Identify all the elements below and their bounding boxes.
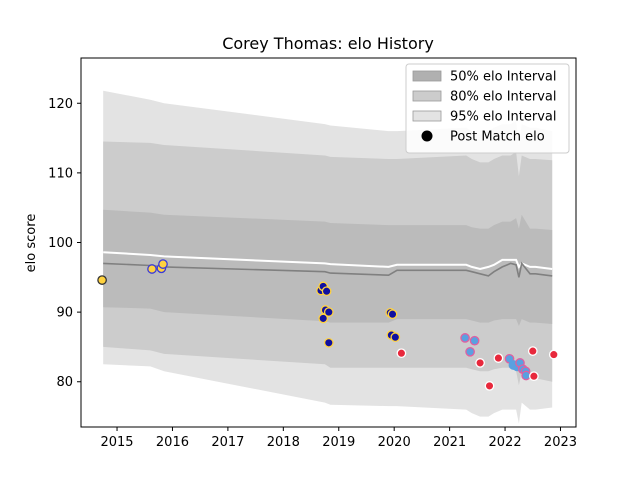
post-match-elo-point xyxy=(321,286,332,297)
y-tick-label: 100 xyxy=(48,236,73,251)
post-match-elo-point xyxy=(323,337,334,348)
post-match-elo-point xyxy=(493,353,504,363)
post-match-elo-point xyxy=(548,349,559,360)
y-tick-label: 110 xyxy=(48,166,73,181)
x-tick-label: 2016 xyxy=(156,435,189,450)
post-match-elo-point xyxy=(390,332,401,343)
legend-label: 50% elo Interval xyxy=(450,70,557,85)
post-match-elo-point xyxy=(521,370,531,381)
legend-swatch xyxy=(412,90,442,102)
x-tick-label: 2023 xyxy=(544,435,577,450)
x-tick-label: 2020 xyxy=(378,435,411,450)
legend-swatch xyxy=(412,110,442,122)
x-tick-label: 2021 xyxy=(433,435,466,450)
y-tick-label: 120 xyxy=(48,97,73,112)
band-50-interval xyxy=(103,209,553,326)
post-match-elo-point xyxy=(484,381,495,391)
legend-box xyxy=(405,63,570,154)
post-match-elo-point xyxy=(97,275,107,285)
y-tick-label: 90 xyxy=(56,306,73,321)
chart-title: Corey Thomas: elo History xyxy=(222,34,434,53)
y-axis-label: elo score xyxy=(24,214,39,273)
y-tick-label: 80 xyxy=(56,375,73,390)
post-match-elo-point xyxy=(147,264,157,274)
post-match-elo-point xyxy=(396,348,407,359)
legend-marker xyxy=(421,130,433,142)
legend-label: 80% elo Interval xyxy=(450,90,557,105)
plot-area xyxy=(80,57,577,428)
post-match-elo-point xyxy=(387,309,398,320)
x-axis: 2015 2016 2017 2018 2019 2020 2021 2022 2023 xyxy=(100,427,577,450)
x-tick-label: 2018 xyxy=(267,435,300,450)
x-tick-label: 2022 xyxy=(489,435,522,450)
legend-swatch xyxy=(412,70,442,82)
legend: 50% elo Interval 80% elo Interval 95% elo … xyxy=(405,63,570,154)
x-tick-label: 2015 xyxy=(100,435,133,450)
post-match-elo-point xyxy=(158,259,168,269)
post-match-elo-point xyxy=(465,346,475,357)
post-match-elo-point xyxy=(475,358,485,368)
median-elo-line xyxy=(103,261,553,278)
post-match-elo-point xyxy=(469,335,480,346)
post-match-elo-point xyxy=(527,346,538,356)
post-match-elo-point xyxy=(460,333,470,343)
legend-label: Post Match elo xyxy=(450,130,545,145)
legend-label: 95% elo Interval xyxy=(450,110,557,125)
y-axis: 80 90 100 110 120 xyxy=(48,97,81,390)
post-match-elo-point xyxy=(529,371,539,382)
post-match-elo-point xyxy=(323,307,334,317)
x-tick-label: 2019 xyxy=(322,435,355,450)
x-tick-label: 2017 xyxy=(211,435,244,450)
